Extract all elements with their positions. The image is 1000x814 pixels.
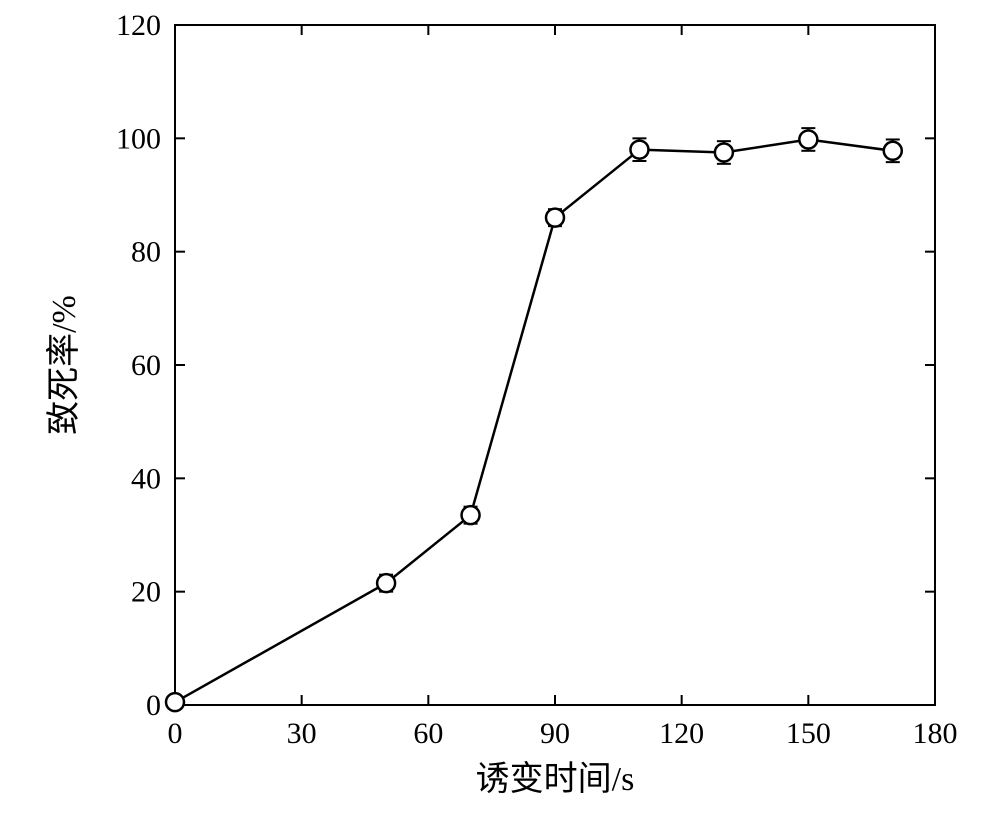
y-tick-label: 0 bbox=[146, 689, 161, 722]
y-tick-label: 40 bbox=[131, 462, 161, 495]
x-tick-label: 150 bbox=[786, 717, 831, 750]
x-axis-label: 诱变时间/s bbox=[476, 760, 635, 798]
data-marker bbox=[166, 693, 184, 711]
data-marker bbox=[546, 209, 564, 227]
x-tick-label: 60 bbox=[413, 717, 443, 750]
plot-frame bbox=[175, 25, 935, 705]
y-tick-label: 20 bbox=[131, 576, 161, 609]
x-tick-label: 90 bbox=[540, 717, 570, 750]
chart-svg: 0 30 60 90 120 150 180 0 20 40 60 80 100 120 诱变时间/s 致死率… bbox=[0, 0, 1000, 814]
data-marker bbox=[377, 574, 395, 592]
y-tick-label: 60 bbox=[131, 349, 161, 382]
x-tick-label: 180 bbox=[913, 717, 958, 750]
x-tick-label: 0 bbox=[168, 717, 183, 750]
data-marker bbox=[462, 506, 480, 524]
mortality-vs-time-chart: 0 30 60 90 120 150 180 0 20 40 60 80 100 120 诱变时间/s 致死率… bbox=[0, 0, 1000, 814]
y-tick-label: 100 bbox=[116, 122, 161, 155]
x-tick-label: 120 bbox=[659, 717, 704, 750]
data-marker bbox=[630, 141, 648, 159]
data-line bbox=[175, 139, 893, 702]
x-tick-label: 30 bbox=[287, 717, 317, 750]
data-marker bbox=[715, 144, 733, 162]
y-tick-label: 120 bbox=[116, 9, 161, 42]
data-marker bbox=[884, 142, 902, 160]
y-tick-label: 80 bbox=[131, 236, 161, 269]
data-marker bbox=[799, 130, 817, 148]
y-axis-label: 致死率/% bbox=[45, 295, 83, 435]
